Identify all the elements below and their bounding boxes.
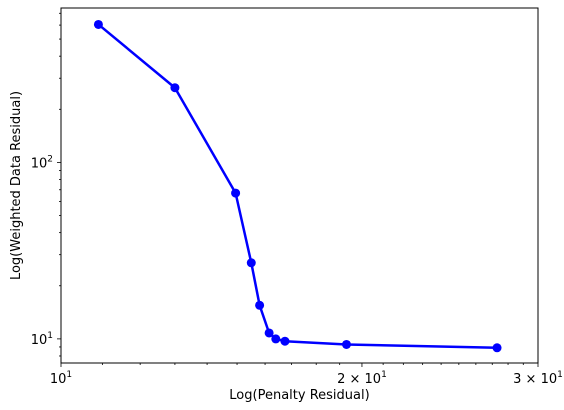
y-axis-label: Log(Weighted Data Residual)	[9, 91, 24, 280]
x-tick-label: 2 × 101	[337, 370, 387, 387]
data-point	[492, 343, 502, 353]
major-ticks: 101 2 × 101 3 × 101 101 102	[31, 154, 563, 387]
plot-frame	[60, 7, 539, 364]
data-point	[170, 83, 180, 93]
data-point	[255, 300, 265, 310]
data-point	[93, 19, 103, 29]
data-point	[341, 339, 351, 349]
data-point	[246, 258, 256, 268]
minor-ticks	[59, 12, 524, 365]
data-point	[231, 188, 241, 198]
series-layer	[93, 19, 502, 353]
x-axis-label: Log(Penalty Residual)	[229, 388, 369, 403]
data-point	[264, 328, 274, 338]
y-tick-label: 101	[31, 331, 53, 348]
series-line	[97, 23, 498, 350]
x-tick-label: 3 × 101	[513, 370, 563, 387]
x-tick-label: 101	[50, 370, 72, 387]
data-point	[280, 336, 290, 346]
data-point	[271, 334, 281, 344]
y-tick-label: 102	[31, 154, 53, 171]
